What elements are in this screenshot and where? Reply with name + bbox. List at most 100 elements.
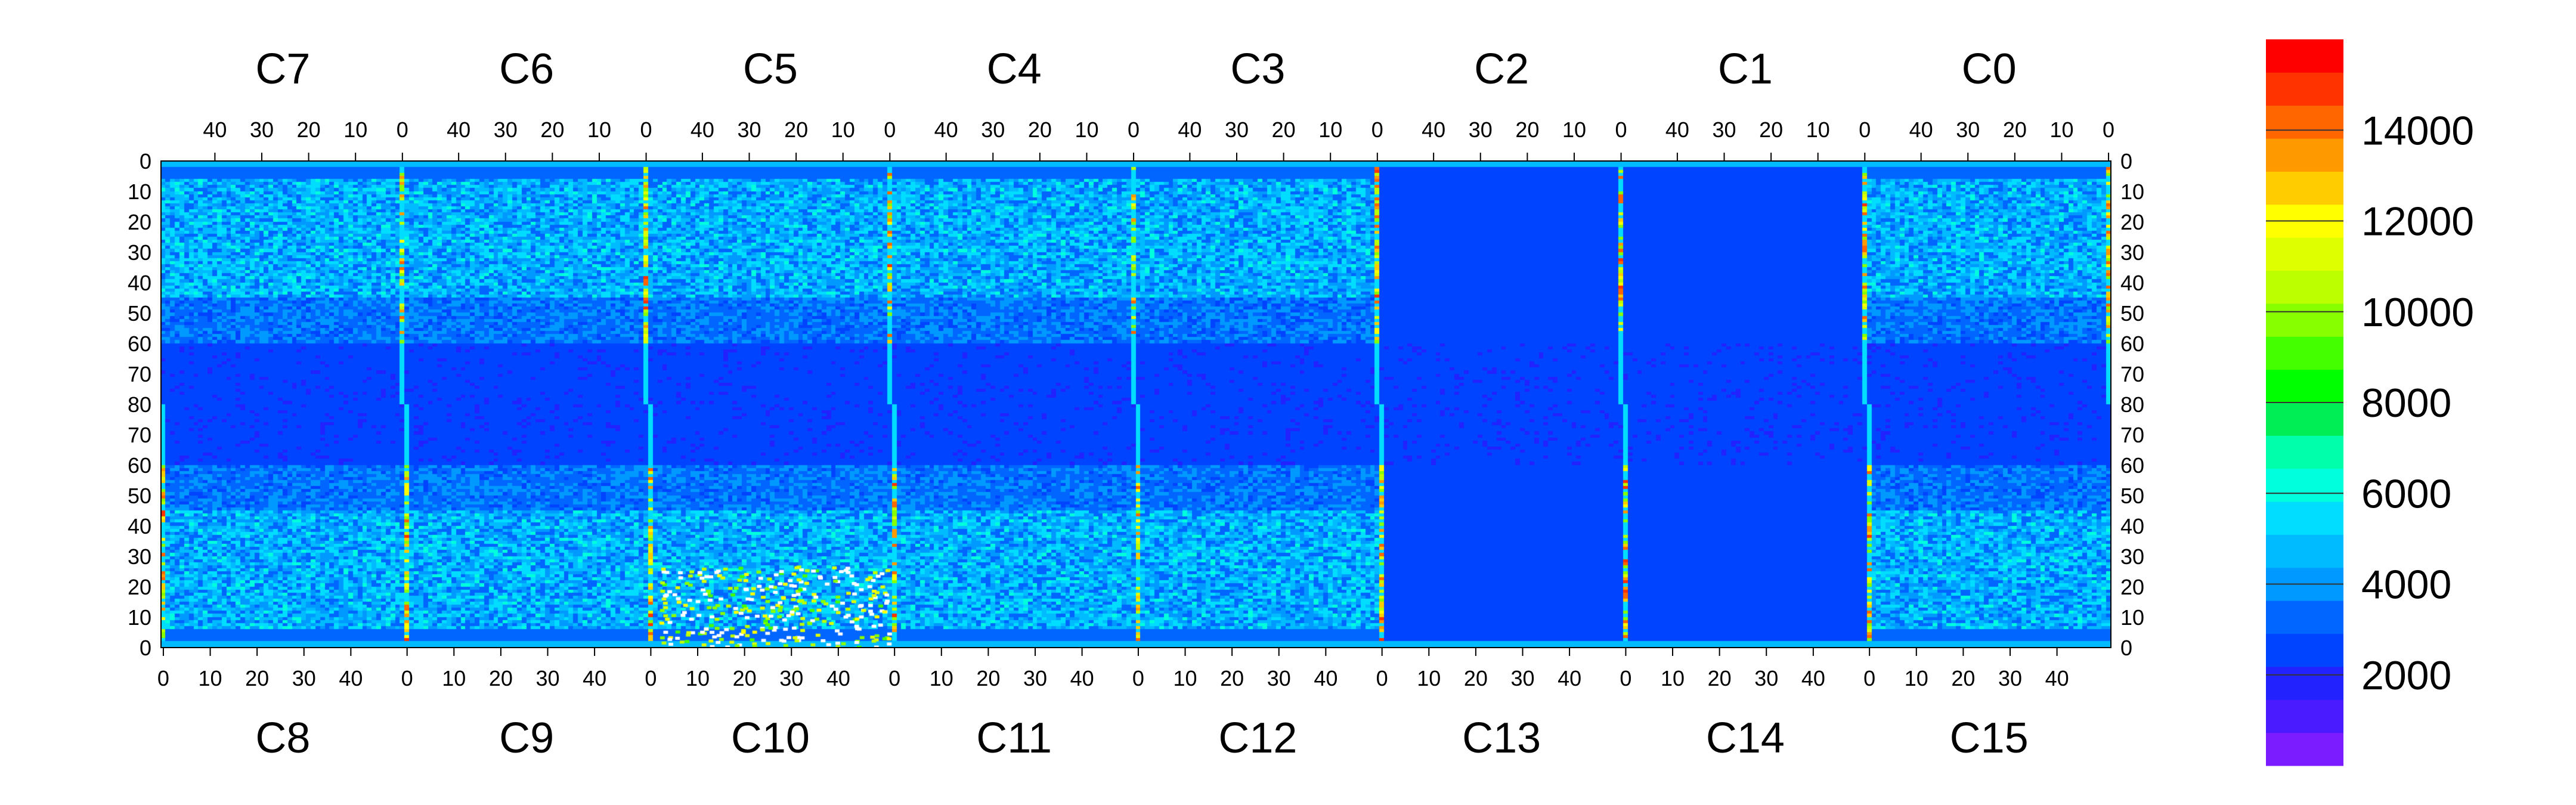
top-x-tick-label: 30 <box>1225 117 1249 142</box>
bottom-x-tick-label: 40 <box>1070 666 1094 691</box>
top-x-tick-label: 0 <box>1859 117 1871 142</box>
y-tick-label: 50 <box>2120 484 2144 508</box>
bottom-x-tick-label: 0 <box>1132 666 1144 691</box>
colorbar-tick-label: 6000 <box>2361 471 2451 516</box>
chip-labels: C7 C6 C5 C4 C3 C2 C1 C0 C8 C9 C10 C11 C12 C13 C14 C15 <box>255 45 2028 762</box>
bottom-x-tick-label: 10 <box>1905 666 1928 691</box>
top-x-tick-label: 0 <box>397 117 408 142</box>
top-x-tick-label: 30 <box>250 117 274 142</box>
colorbar-segment <box>2266 105 2343 139</box>
y-tick-label: 30 <box>128 544 151 569</box>
bottom-x-tick-label: 30 <box>779 666 803 691</box>
y-tick-label: 50 <box>128 484 151 508</box>
y-tick-label: 10 <box>128 179 151 204</box>
top-x-tick-label: 0 <box>1615 117 1627 142</box>
top-x-tick-label: 30 <box>737 117 761 142</box>
colorbar-segment <box>2266 402 2343 436</box>
top-x-tick-label: 30 <box>1712 117 1736 142</box>
colorbar-segment <box>2266 435 2343 469</box>
top-chip-label: C3 <box>1230 45 1285 93</box>
top-x-tick-label: 40 <box>1909 117 1933 142</box>
bottom-x-tick-label: 30 <box>1510 666 1534 691</box>
colorbar-tick-label: 14000 <box>2361 108 2474 153</box>
bottom-x-tick-label: 30 <box>1998 666 2022 691</box>
bottom-x-tick-label: 20 <box>489 666 513 691</box>
top-chip-label: C7 <box>255 45 310 93</box>
y-tick-label: 10 <box>2120 179 2144 204</box>
top-chip-label: C6 <box>499 45 554 93</box>
colorbar-segment <box>2266 369 2343 403</box>
y-tick-label: 70 <box>128 362 151 386</box>
top-x-tick-label: 40 <box>934 117 958 142</box>
bottom-x-tick-label: 40 <box>1314 666 1337 691</box>
y-tick-label: 70 <box>2120 362 2144 386</box>
y-tick-label: 40 <box>128 271 151 295</box>
y-tick-label: 20 <box>128 210 151 234</box>
bottom-chip-label: C10 <box>731 714 810 762</box>
top-x-tick-label: 0 <box>2103 117 2114 142</box>
colorbar-segment <box>2266 732 2343 766</box>
heatmap-cells <box>161 161 2111 648</box>
y-tick-label: 30 <box>128 240 151 265</box>
top-x-tick-label: 30 <box>981 117 1005 142</box>
colorbar-segment <box>2266 270 2343 304</box>
y-tick-label: 60 <box>128 453 151 478</box>
y-tick-label: 30 <box>2120 544 2144 569</box>
colorbar-segment <box>2266 501 2343 535</box>
top-x-tick-label: 40 <box>1422 117 1445 142</box>
y-tick-label: 0 <box>2120 636 2132 660</box>
y-tick-label: 40 <box>128 514 151 538</box>
top-x-tick-label: 40 <box>691 117 714 142</box>
bottom-x-tick-label: 10 <box>442 666 466 691</box>
bottom-x-tick-label: 40 <box>339 666 363 691</box>
top-x-tick-label: 0 <box>1371 117 1383 142</box>
y-tick-label: 10 <box>128 605 151 630</box>
top-chip-label: C1 <box>1718 45 1773 93</box>
colorbar-tick-label: 4000 <box>2361 562 2451 608</box>
top-x-tick-label: 20 <box>2003 117 2027 142</box>
top-x-tick-label: 10 <box>587 117 611 142</box>
top-x-tick-label: 20 <box>1028 117 1052 142</box>
bottom-x-tick-label: 0 <box>157 666 169 691</box>
top-x-tick-label: 0 <box>1128 117 1140 142</box>
bottom-x-tick-label: 40 <box>826 666 850 691</box>
top-chip-label: C4 <box>987 45 1042 93</box>
colorbar-segment <box>2266 39 2343 73</box>
top-x-tick-label: 10 <box>1075 117 1098 142</box>
axis-ticks: 40 30 20 10 0 0 10 20 30 40 40 30 20 10 0 0 10 20 30 40 40 30… <box>128 117 2144 691</box>
top-x-tick-label: 40 <box>447 117 470 142</box>
bottom-x-tick-label: 40 <box>2045 666 2069 691</box>
bottom-x-tick-label: 0 <box>1376 666 1388 691</box>
top-x-tick-label: 10 <box>1562 117 1586 142</box>
colorbar-segment <box>2266 633 2343 667</box>
y-tick-label: 20 <box>2120 575 2144 599</box>
top-x-tick-label: 20 <box>784 117 808 142</box>
top-x-tick-label: 20 <box>1515 117 1539 142</box>
bottom-x-tick-label: 10 <box>199 666 222 691</box>
plot-frame <box>160 160 2111 648</box>
y-tick-label: 0 <box>140 149 151 174</box>
top-chip-label: C5 <box>743 45 798 93</box>
top-x-tick-label: 10 <box>343 117 367 142</box>
top-x-tick-label: 30 <box>494 117 518 142</box>
colorbar-segment <box>2266 138 2343 172</box>
top-x-tick-label: 40 <box>203 117 227 142</box>
y-tick-label: 50 <box>2120 301 2144 326</box>
bottom-x-tick-label: 20 <box>733 666 757 691</box>
top-x-tick-label: 20 <box>1759 117 1783 142</box>
colorbar-segment <box>2266 534 2343 568</box>
y-tick-label: 70 <box>2120 423 2144 447</box>
bottom-x-tick-label: 10 <box>930 666 953 691</box>
top-chip-label: C0 <box>1962 45 2017 93</box>
top-x-tick-label: 20 <box>297 117 321 142</box>
bottom-x-tick-label: 20 <box>245 666 269 691</box>
top-x-tick-label: 40 <box>1665 117 1689 142</box>
y-tick-label: 50 <box>128 301 151 326</box>
colorbar-segment <box>2266 468 2343 502</box>
bottom-x-tick-label: 20 <box>1951 666 1975 691</box>
y-tick-label: 20 <box>128 575 151 599</box>
bottom-x-tick-label: 0 <box>888 666 900 691</box>
bottom-chip-label: C13 <box>1462 714 1541 762</box>
y-tick-label: 40 <box>2120 271 2144 295</box>
